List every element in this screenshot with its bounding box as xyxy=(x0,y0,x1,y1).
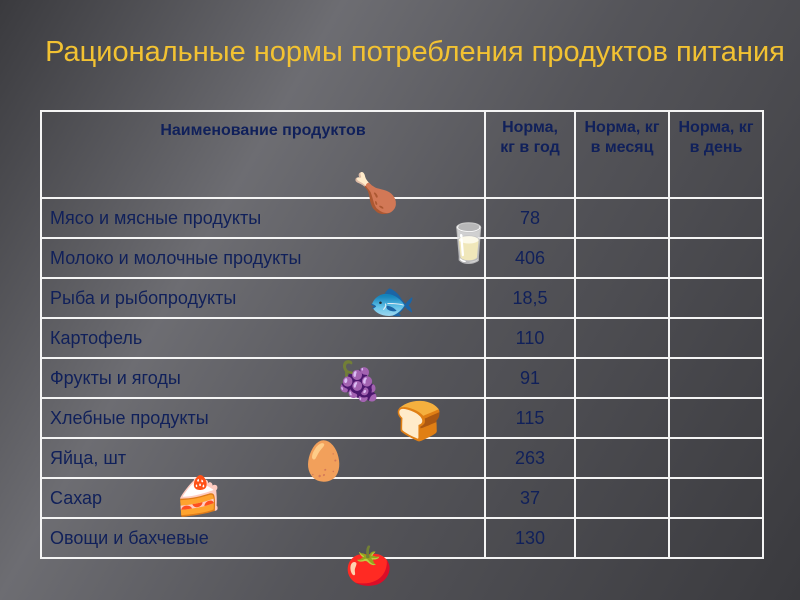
table-row: Фрукты и ягоды 91 xyxy=(40,357,764,399)
norm-year: 78 xyxy=(484,197,576,239)
product-name: Фрукты и ягоды xyxy=(40,357,486,399)
norm-month xyxy=(574,357,670,399)
norm-month xyxy=(574,437,670,479)
norm-month xyxy=(574,397,670,439)
fruit-icon: 🍇 xyxy=(335,361,383,403)
product-name: Яйца, шт xyxy=(40,437,486,479)
header-month: Норма, кг в месяц xyxy=(574,110,670,199)
norm-year: 37 xyxy=(484,477,576,519)
header-day: Норма, кг в день xyxy=(668,110,764,199)
header-year: Норма, кг в год xyxy=(484,110,576,199)
norm-day xyxy=(668,277,764,319)
table-row: Яйца, шт 263 xyxy=(40,437,764,479)
product-name: Картофель xyxy=(40,317,486,359)
product-name: Мясо и мясные продукты xyxy=(40,197,486,239)
norm-year: 130 xyxy=(484,517,576,559)
norm-day xyxy=(668,517,764,559)
product-name: Рыба и рыбопродукты xyxy=(40,277,486,319)
norm-day xyxy=(668,437,764,479)
norm-day xyxy=(668,357,764,399)
norm-day xyxy=(668,397,764,439)
slide-title: Рациональные нормы потребления продуктов… xyxy=(45,36,785,68)
fish-plate-icon: 🐟 xyxy=(368,281,416,323)
table-row: Рыба и рыбопродукты 18,5 xyxy=(40,277,764,319)
norm-month xyxy=(574,517,670,559)
norm-day xyxy=(668,197,764,239)
table-row: Молоко и молочные продукты 406 xyxy=(40,237,764,279)
table-row: Картофель 110 xyxy=(40,317,764,359)
norm-month xyxy=(574,317,670,359)
product-name: Овощи и бахчевые xyxy=(40,517,486,559)
norm-day xyxy=(668,477,764,519)
product-name: Хлебные продукты xyxy=(40,397,486,439)
bread-icon: 🍞 xyxy=(395,401,443,443)
norm-month xyxy=(574,477,670,519)
norm-day xyxy=(668,237,764,279)
table-row: Сахар 37 xyxy=(40,477,764,519)
roast-chicken-icon: 🍗 xyxy=(352,173,400,215)
norm-year: 115 xyxy=(484,397,576,439)
norm-year: 406 xyxy=(484,237,576,279)
table-row: Овощи и бахчевые 130 xyxy=(40,517,764,559)
kefir-carton-icon: 🥛 xyxy=(445,223,493,265)
table-row: Мясо и мясные продукты 78 xyxy=(40,197,764,239)
header-name: Наименование продуктов xyxy=(40,110,486,199)
norm-month xyxy=(574,237,670,279)
norms-table: Наименование продуктов Норма, кг в год Н… xyxy=(40,110,764,559)
radish-icon: 🍅 xyxy=(345,546,393,588)
cake-icon: 🍰 xyxy=(175,476,223,518)
norm-day xyxy=(668,317,764,359)
norm-year: 18,5 xyxy=(484,277,576,319)
egg-carton-icon: 🥚 xyxy=(300,441,348,483)
product-name: Молоко и молочные продукты xyxy=(40,237,486,279)
norm-month xyxy=(574,197,670,239)
norm-month xyxy=(574,277,670,319)
product-name: Сахар xyxy=(40,477,486,519)
norm-year: 91 xyxy=(484,357,576,399)
norm-year: 263 xyxy=(484,437,576,479)
norm-year: 110 xyxy=(484,317,576,359)
table-row: Хлебные продукты 115 xyxy=(40,397,764,439)
header-row: Наименование продуктов Норма, кг в год Н… xyxy=(40,110,764,199)
